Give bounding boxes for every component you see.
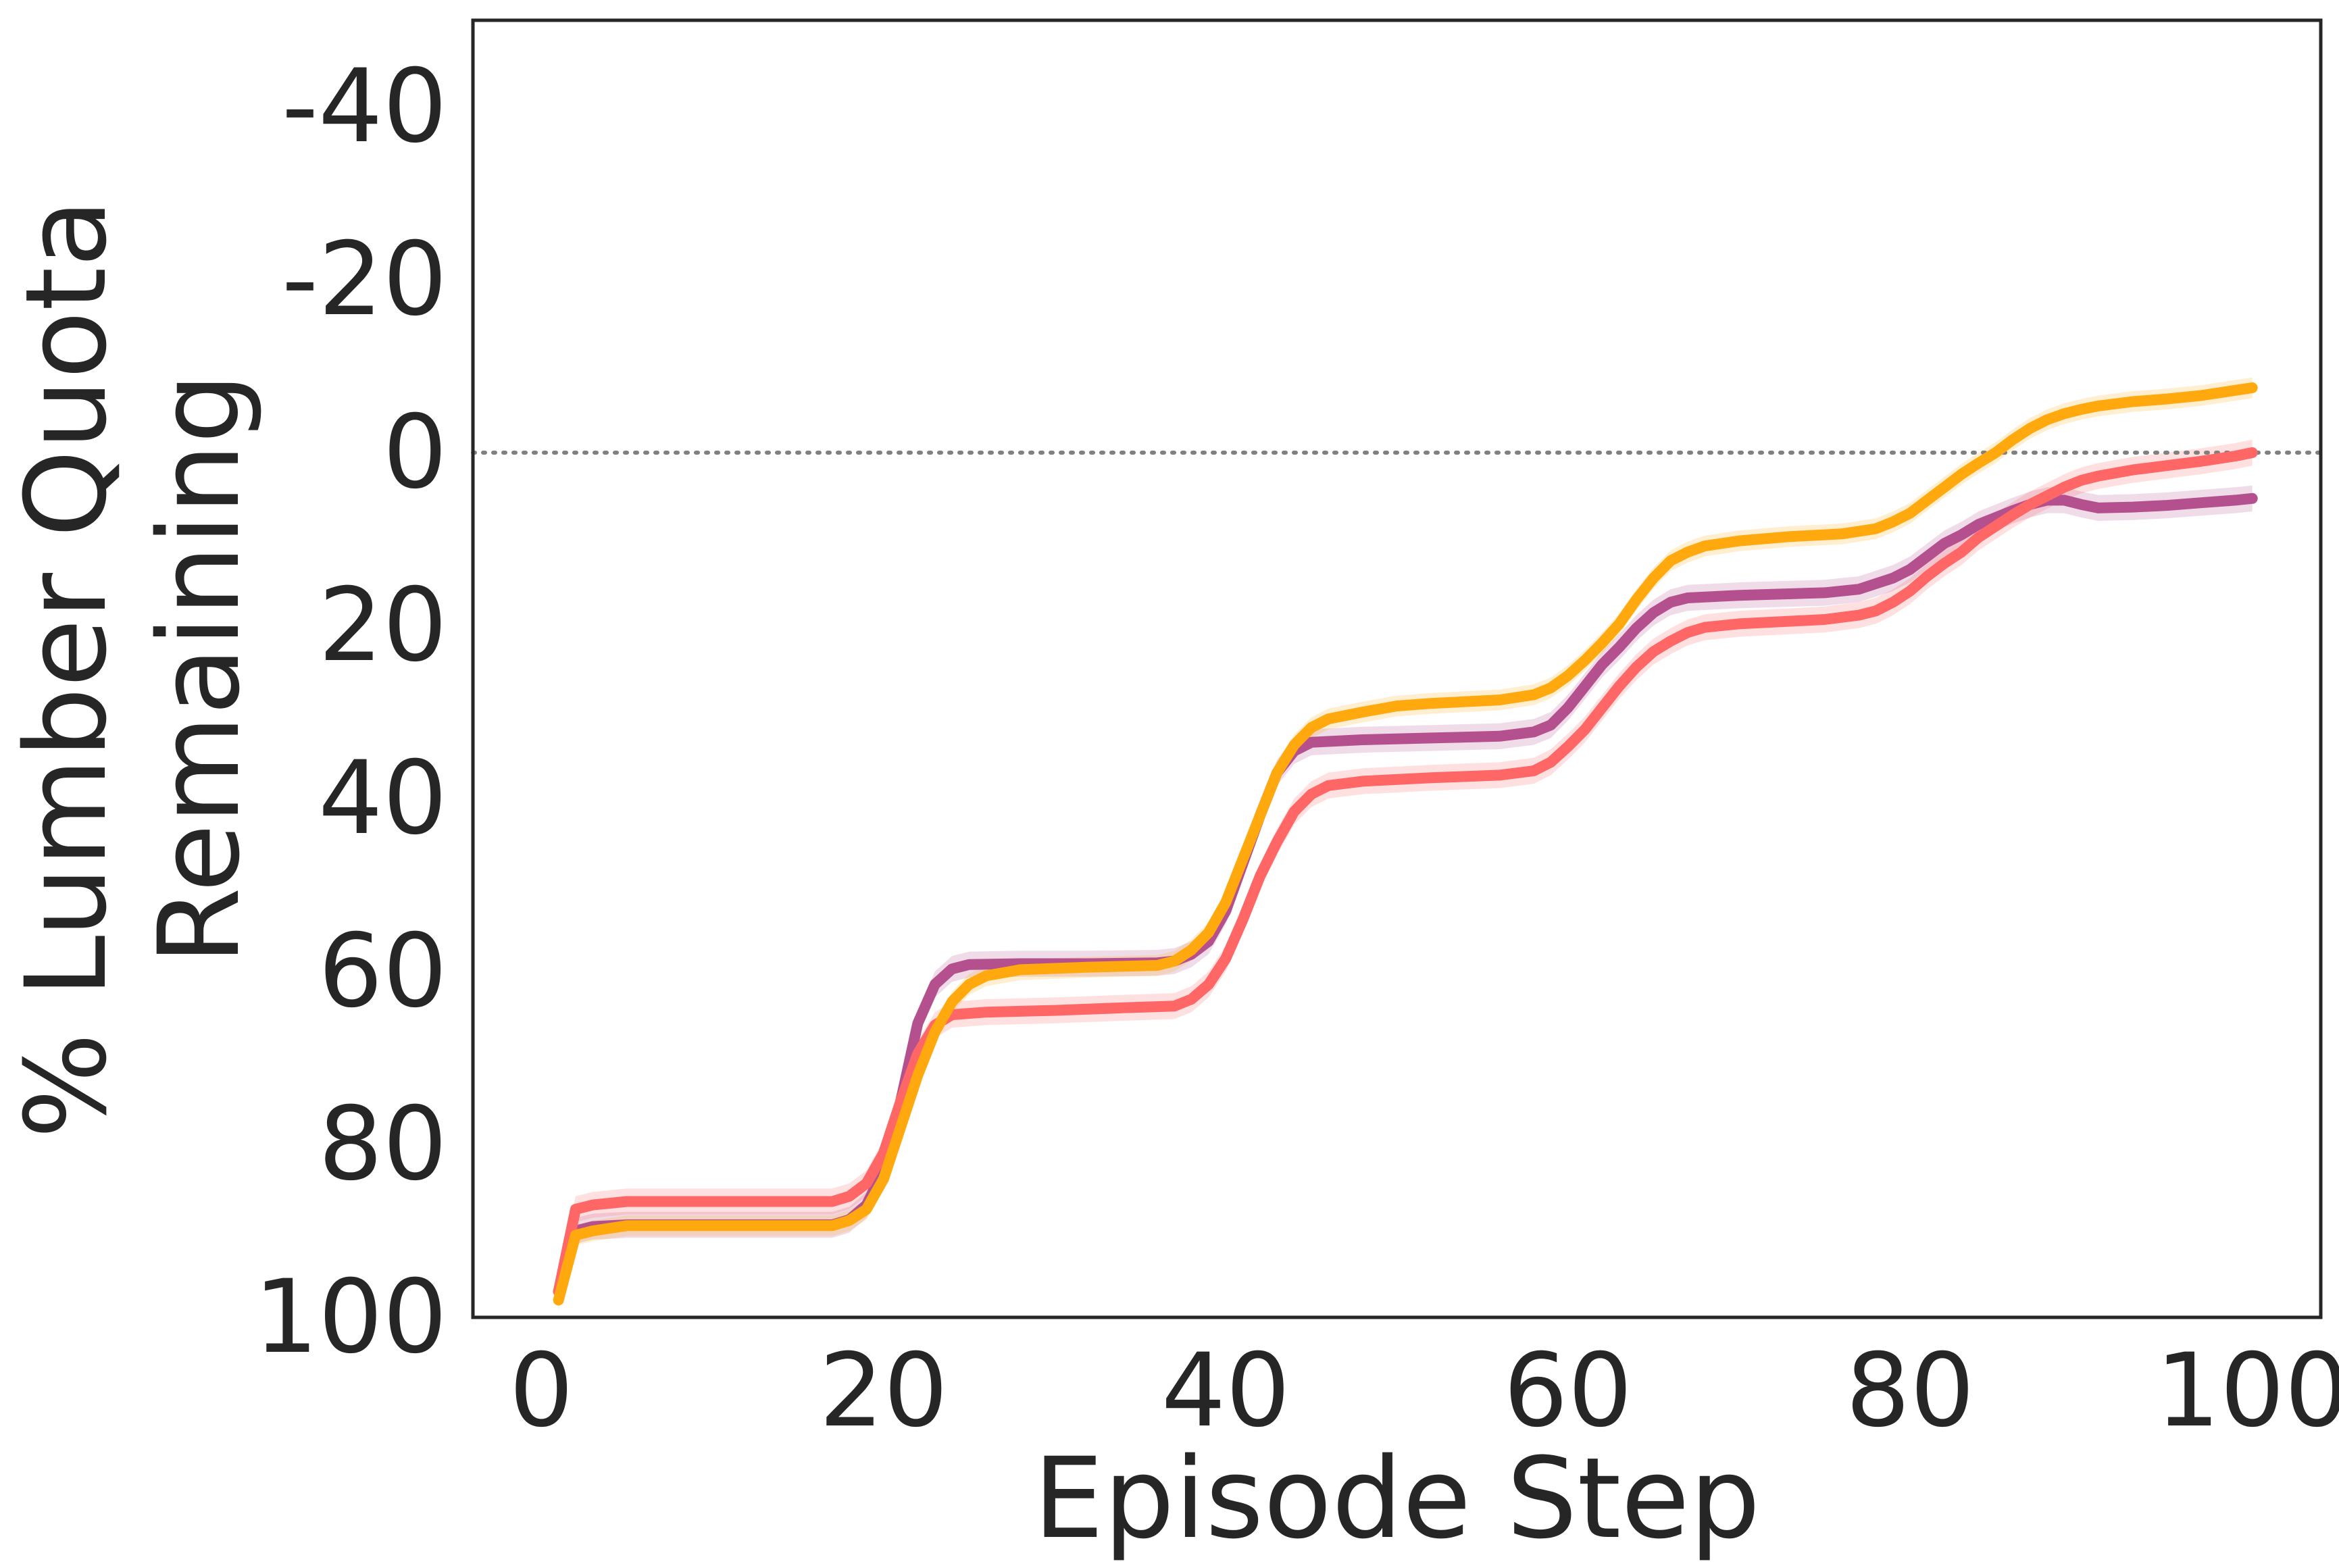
y-tick-label: 60 [318,913,447,1030]
y-axis-label: % Lumber Quota Remaining [1,199,264,1138]
y-tick-label: 0 [383,394,447,511]
y-tick-label: -20 [282,221,447,338]
series-1-line [553,492,2258,1297]
series-3-band [558,377,2253,1311]
y-tick-label: 40 [318,740,447,857]
y-tick-label: 100 [254,1259,447,1376]
x-tick-label: 0 [509,1332,574,1450]
x-tick-label: 80 [1846,1332,1975,1450]
x-tick-labels: 0 20 40 60 80 100 [509,1332,2339,1450]
y-tick-label: -40 [282,48,447,166]
x-tick-label: 100 [2156,1332,2339,1450]
x-tick-label: 20 [819,1332,948,1450]
x-tick-label: 40 [1161,1332,1290,1450]
y-tick-label: 20 [318,567,447,684]
plot-frame [471,18,2323,1319]
series-lines [553,382,2258,1306]
y-axis-label-line-1: % Lumber Quota [1,199,131,1138]
y-axis-label-line-2: Remaining [134,373,264,965]
series-1-band [558,485,2253,1305]
y-tick-label: 80 [318,1086,447,1203]
x-axis-label: Episode Step [1033,1434,1760,1563]
y-tick-labels: -40 -20 0 20 40 60 80 100 [254,48,447,1376]
x-tick-label: 60 [1503,1332,1632,1450]
series-2-band [558,439,2253,1305]
series-3-line [553,382,2258,1306]
series-2-line [553,447,2258,1297]
